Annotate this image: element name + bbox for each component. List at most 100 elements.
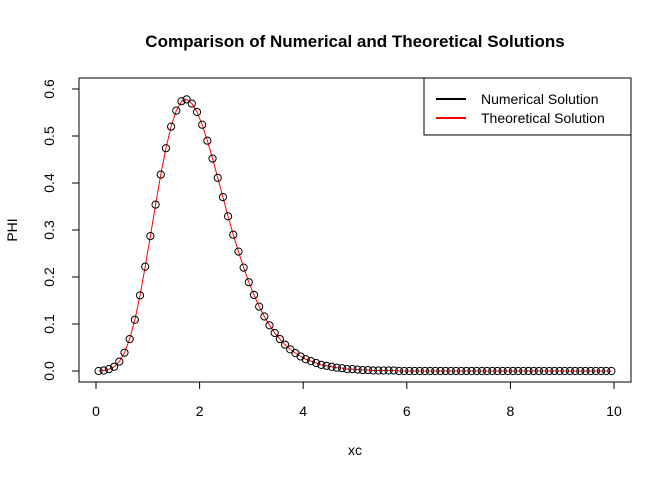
legend-box	[423, 77, 632, 136]
theoretical-line-segment	[315, 362, 322, 366]
numerical-point	[519, 366, 528, 376]
numerical-point	[322, 361, 331, 370]
numerical-point	[301, 355, 310, 364]
numerical-point	[420, 366, 430, 376]
legend: Numerical Solution Theoretical Solution	[423, 77, 632, 136]
theoretical-line-segment	[232, 234, 239, 252]
theoretical-line-segment	[149, 204, 157, 237]
theoretical-line-segment	[181, 98, 187, 102]
numerical-point	[607, 366, 616, 376]
numerical-point	[591, 366, 600, 376]
numerical-point	[524, 366, 533, 376]
numerical-point	[358, 365, 367, 375]
theoretical-line-segment	[124, 338, 131, 353]
theoretical-line-segment	[305, 358, 312, 362]
numerical-point	[571, 366, 580, 376]
y-tick-label: 0.4	[41, 173, 57, 193]
numerical-point	[514, 366, 523, 376]
numerical-point	[446, 366, 455, 376]
numerical-point	[203, 136, 212, 145]
numerical-point	[389, 366, 398, 375]
y-tick-label: 0.5	[41, 126, 57, 146]
numerical-point	[441, 366, 450, 376]
series-line-theoretical	[98, 98, 612, 372]
numerical-point	[493, 366, 502, 376]
theoretical-line-segment	[139, 266, 146, 296]
numerical-point	[596, 366, 606, 376]
numerical-point	[586, 366, 595, 376]
x-tick-label: 8	[507, 403, 515, 419]
numerical-point	[431, 366, 440, 376]
numerical-point	[488, 366, 497, 376]
theoretical-line-segment	[326, 365, 332, 368]
numerical-point	[384, 366, 393, 375]
numerical-point	[498, 366, 507, 376]
numerical-point	[379, 366, 388, 375]
legend-label-numerical: Numerical Solution	[481, 91, 599, 107]
numerical-point	[462, 366, 471, 376]
numerical-point	[255, 302, 264, 311]
theoretical-line-segment	[160, 148, 167, 175]
numerical-point	[239, 263, 248, 272]
y-tick-label: 0.6	[41, 79, 57, 99]
numerical-point	[167, 122, 176, 131]
x-tick-label: 0	[92, 403, 100, 419]
numerical-point	[534, 366, 543, 376]
numerical-point	[508, 366, 518, 376]
y-tick-label: 0.2	[41, 267, 57, 287]
numerical-point	[550, 366, 559, 376]
numerical-point	[115, 357, 124, 366]
theoretical-line-segment	[243, 267, 250, 283]
theoretical-line-segment	[237, 251, 245, 268]
numerical-point	[104, 365, 114, 374]
x-tick-label: 4	[299, 403, 307, 419]
theoretical-line-segment	[248, 281, 255, 296]
y-tick-label: 0.1	[41, 314, 57, 334]
numerical-point	[545, 366, 554, 376]
numerical-point	[120, 348, 129, 357]
chart-title: Comparison of Numerical and Theoretical …	[145, 32, 564, 51]
x-tick-label: 10	[606, 403, 622, 419]
numerical-point	[94, 366, 103, 376]
numerical-point	[581, 366, 590, 376]
numerical-point	[555, 366, 564, 376]
theoretical-line-segment	[258, 306, 265, 317]
y-tick-label: 0.0	[41, 361, 57, 381]
y-axis: 0.0 0.1 0.2 0.3 0.4 0.5 0.6	[41, 79, 79, 381]
numerical-point	[172, 106, 181, 115]
numerical-point	[146, 232, 155, 241]
theoretical-line-segment	[331, 366, 337, 369]
numerical-point	[177, 97, 186, 106]
plot-area	[94, 95, 616, 376]
numerical-point	[565, 366, 575, 376]
numerical-point	[312, 358, 321, 368]
numerical-point	[99, 366, 108, 375]
theoretical-line-segment	[134, 295, 141, 320]
numerical-point	[125, 334, 134, 344]
numerical-point	[275, 334, 284, 344]
theoretical-line-segment	[103, 368, 110, 372]
numerical-point	[374, 366, 383, 375]
numerical-point	[306, 357, 316, 366]
numerical-point	[135, 291, 145, 300]
series-points-numerical	[94, 95, 616, 376]
numerical-point	[539, 366, 549, 376]
numerical-point	[602, 366, 611, 376]
theoretical-line-segment	[108, 366, 115, 370]
x-axis: 0 2 4 6 8 10	[92, 382, 622, 419]
theoretical-line-segment	[191, 103, 198, 113]
numerical-point	[503, 366, 512, 376]
theoretical-line-segment	[321, 364, 327, 367]
numerical-point	[192, 107, 202, 117]
numerical-point	[482, 366, 492, 376]
theoretical-line-segment	[118, 352, 125, 362]
numerical-point	[467, 366, 476, 376]
theoretical-line-segment	[155, 174, 162, 205]
numerical-point	[156, 170, 165, 179]
numerical-point	[363, 365, 373, 375]
numerical-point	[477, 366, 487, 376]
theoretical-line-segment	[295, 352, 301, 357]
numerical-point	[348, 365, 357, 374]
numerical-point	[198, 120, 207, 129]
theoretical-line-segment	[170, 110, 177, 127]
